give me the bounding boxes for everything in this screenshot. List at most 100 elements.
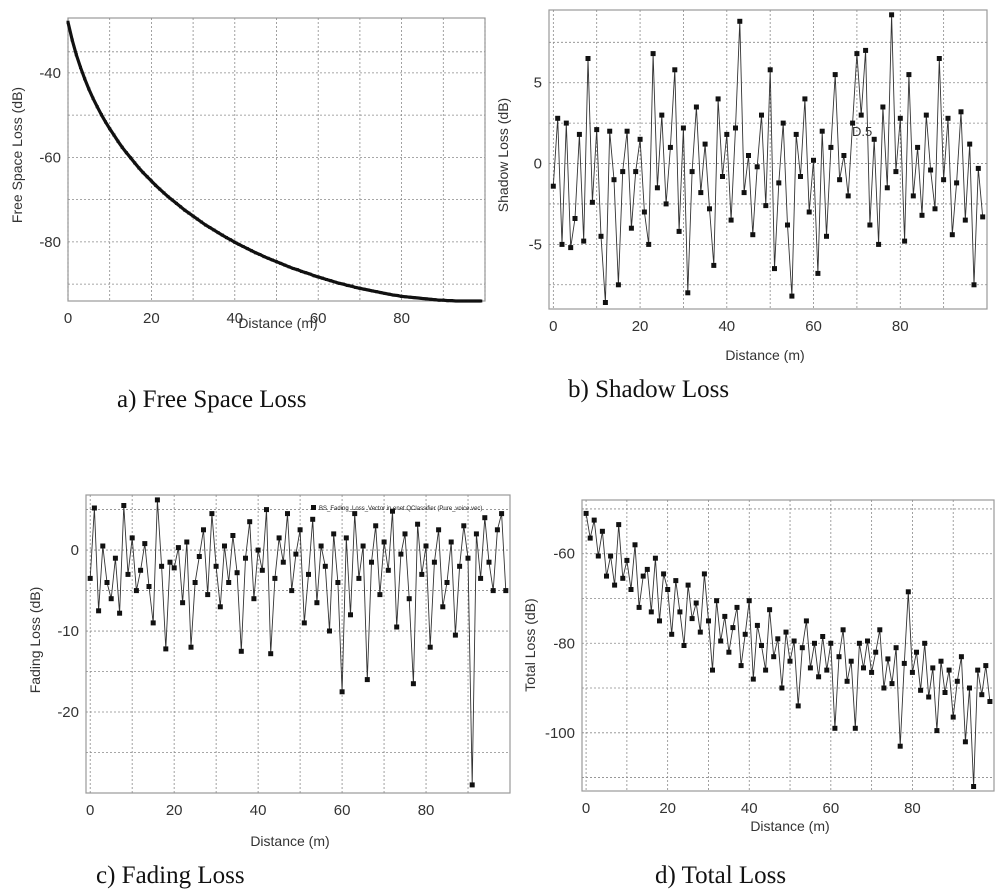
data-point [876,241,882,247]
data-point [100,543,106,549]
data-point [881,685,887,691]
data-point [316,275,320,279]
data-point [598,233,604,239]
series-line [89,499,507,785]
data-point [237,242,241,246]
x-tick-label: 60 [805,318,822,335]
y-tick-label: 5 [534,75,542,92]
data-point [845,193,851,199]
data-point [150,620,156,626]
data-point [390,508,395,514]
data-point [737,18,743,24]
data-point [954,180,960,186]
data-point [452,632,458,638]
x-tick-labels: 0 20 40 60 80 [64,310,410,327]
data-point [285,511,290,517]
data-point [754,164,760,170]
data-point [462,299,466,303]
data-point [258,253,262,256]
data-point [611,177,617,183]
data-point [785,222,790,228]
data-point [412,296,416,300]
data-point [120,145,124,149]
data-point [250,249,253,253]
data-point [129,535,135,541]
data-point [212,228,216,232]
data-point [856,640,862,646]
data-point [420,297,424,300]
data-point [945,115,951,121]
data-point [650,51,656,57]
x-tick-label: 40 [226,310,243,327]
data-point [295,268,299,272]
data-point [620,169,626,175]
data-point [280,559,286,565]
data-point [742,631,748,637]
data-point [720,174,725,179]
data-point [205,592,211,598]
y-axis-label: Total Loss (dB) [522,598,538,691]
data-point [461,523,467,529]
data-point [910,193,916,199]
data-point [624,557,630,563]
data-point [775,636,781,642]
data-point [820,634,826,639]
data-point [383,291,387,295]
data-point [87,87,91,91]
data-point [425,297,429,301]
data-point [928,167,934,173]
data-point [654,185,660,191]
data-point [837,177,843,183]
data-point [724,131,730,137]
y-tick-label: -20 [57,704,79,721]
data-point [791,638,797,644]
data-point [329,279,333,283]
data-point [308,272,312,276]
data-point [183,208,187,212]
x-tick-label: 20 [143,310,160,327]
data-point [99,113,103,117]
data-point [595,553,601,559]
data-point [893,645,899,651]
data-point [300,269,303,273]
data-point [444,580,450,585]
data-point [433,298,437,302]
data-point [348,612,353,618]
data-point [175,545,181,551]
data-point [967,141,973,147]
data-point [238,648,244,654]
data-point [124,151,128,155]
data-point [780,120,786,126]
series-line [585,513,991,787]
y-axis-label: Fading Loss (dB) [27,587,43,694]
data-point [779,685,785,691]
data-point [104,580,110,585]
data-point [840,627,846,633]
data-point [400,294,404,298]
data-point [803,618,809,624]
data-point [490,588,496,594]
data-point [427,644,433,650]
data-point [268,651,274,657]
data-point [698,190,704,196]
y-tick-labels: 0 -10 -20 [57,542,79,721]
x-tick-label: 80 [904,800,921,817]
data-point [262,255,266,259]
data-point [932,206,938,212]
data-point [410,681,416,687]
data-point [979,692,985,698]
data-point [457,563,463,569]
data-point [66,20,70,24]
data-point [251,596,257,602]
data-point [369,559,374,565]
data-point [715,96,721,102]
data-point [591,517,597,523]
y-axis-label: Shadow Loss (dB) [495,98,511,212]
data-point [125,571,131,577]
data-point [304,271,308,275]
data-point [482,515,488,521]
data-point [475,299,479,303]
data-point [646,241,652,247]
x-tick-label: 60 [310,310,327,327]
data-point [310,516,316,522]
